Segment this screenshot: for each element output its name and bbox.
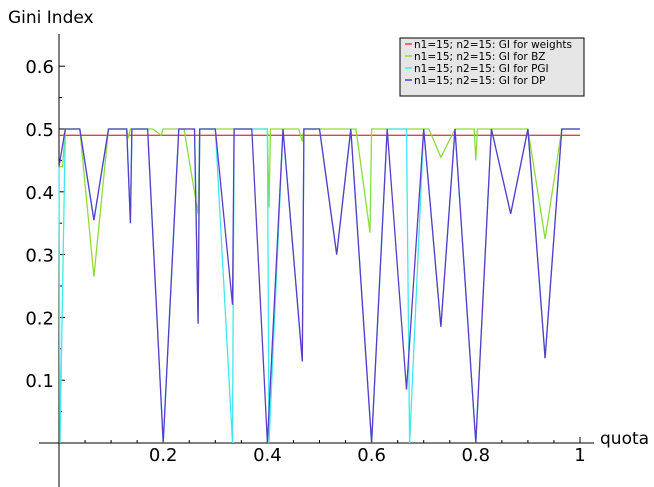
- legend-box: [399, 37, 585, 97]
- x-tick-label: 0.4: [253, 445, 282, 466]
- y-tick-label: 0.1: [25, 371, 54, 392]
- y-axis-title: Gini Index: [8, 8, 94, 28]
- x-tick-label: 0.2: [149, 445, 178, 466]
- y-tick-label: 0.3: [25, 246, 54, 267]
- series-line-3: [58, 128, 580, 444]
- legend-label: n1=15; n2=15: GI for BZ: [414, 51, 545, 63]
- axes: [39, 34, 594, 487]
- x-axis-title: quota: [600, 429, 649, 449]
- y-tick-label: 0.4: [25, 183, 54, 204]
- series-line-1: [59, 128, 580, 277]
- legend-label: n1=15; n2=15: GI for PGI: [414, 63, 549, 75]
- x-tick-label: 0.8: [461, 445, 490, 466]
- y-tick-label: 0.6: [25, 57, 54, 78]
- x-tick-label: 1: [574, 445, 585, 466]
- ticks: [59, 65, 581, 443]
- tick-labels: 0.2 0.4 0.6 0.8 1 0.1 0.2 0.3 0.4 0.5 0.6: [25, 57, 585, 466]
- y-tick-label: 0.2: [25, 308, 54, 329]
- y-tick-label: 0.5: [25, 120, 54, 141]
- legend-label: n1=15; n2=15: GI for DP: [414, 75, 546, 87]
- x-tick-label: 0.6: [357, 445, 386, 466]
- legend-label: n1=15; n2=15: GI for weights: [414, 39, 572, 51]
- series-layer: [58, 128, 580, 444]
